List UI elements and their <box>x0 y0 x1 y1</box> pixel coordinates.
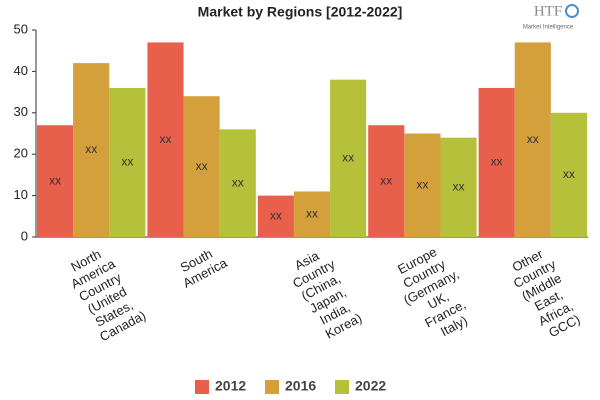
bar <box>73 63 110 238</box>
legend-label: 2022 <box>355 378 386 394</box>
bar <box>440 137 477 237</box>
value-label: xx <box>270 208 282 222</box>
bar <box>147 42 184 237</box>
logo-icon <box>565 4 579 18</box>
value-label: xx <box>49 173 61 187</box>
value-label: xx <box>453 179 465 193</box>
bar <box>219 129 256 237</box>
y-tick-label: 0 <box>21 228 28 243</box>
value-label: xx <box>85 142 97 156</box>
bar <box>293 191 331 237</box>
value-label: xx <box>342 151 354 165</box>
value-label: xx <box>121 155 133 169</box>
logo-tagline: Market Intelligence <box>523 25 574 31</box>
legend-swatch <box>265 380 279 394</box>
value-label: xx <box>196 159 208 173</box>
bar <box>404 133 441 237</box>
x-tick-label: North America Country (United States, Ca… <box>62 241 150 345</box>
legend-swatch <box>195 380 209 394</box>
value-label: xx <box>306 206 318 220</box>
legend-label: 2012 <box>215 378 246 394</box>
y-tick-label: 50 <box>14 21 28 36</box>
x-tick-label: Asia Country (China, Japan, India, Korea… <box>283 242 369 345</box>
bar <box>183 96 220 238</box>
bar <box>109 87 146 238</box>
bar <box>368 125 405 237</box>
value-label: xx <box>232 175 244 189</box>
y-tick-label: 20 <box>14 146 28 161</box>
bar <box>257 195 294 237</box>
bar <box>37 125 74 237</box>
x-tick-label: Other Country (Middle East, Africa, GCC) <box>504 242 590 345</box>
bar <box>478 87 515 238</box>
value-label: xx <box>380 173 392 187</box>
x-tick-label: Europe Country (Germany, UK, France, Ita… <box>387 238 486 348</box>
y-tick-label: 30 <box>14 104 28 119</box>
value-label: xx <box>159 132 171 146</box>
y-tick-label: 10 <box>14 187 28 202</box>
bar <box>514 42 551 237</box>
value-label: xx <box>527 132 539 146</box>
chart-title: Market by Regions [2012-2022] <box>198 4 403 20</box>
legend-label: 2016 <box>285 378 316 394</box>
bar <box>330 79 367 238</box>
value-label: xx <box>491 155 503 169</box>
bar <box>550 112 587 237</box>
logo-name: HTF <box>534 3 562 19</box>
legend-swatch <box>335 380 349 394</box>
value-label: xx <box>416 177 428 191</box>
value-label: xx <box>563 167 575 181</box>
y-tick-label: 40 <box>14 63 28 78</box>
x-tick-label: South America <box>174 242 231 291</box>
